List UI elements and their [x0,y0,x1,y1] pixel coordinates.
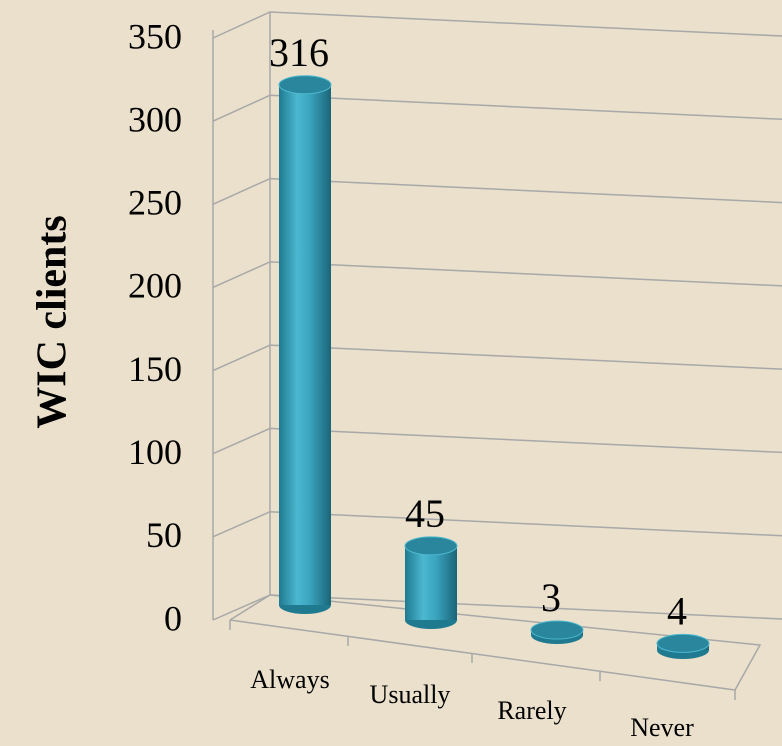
grid-line [212,510,782,538]
y-tick-label: 250 [128,183,182,223]
value-label: 3 [541,575,561,620]
y-tick-label: 300 [128,99,182,139]
y-tick-label: 150 [128,349,182,389]
bar [405,545,457,620]
grid-line [212,261,782,289]
value-label: 316 [269,30,329,75]
floor [212,12,762,700]
y-tick-label: 350 [128,16,182,56]
grid-line [212,177,782,205]
y-tick-label: 0 [164,598,182,638]
value-label: 45 [405,491,445,536]
y-tick-label: 100 [128,432,182,472]
bar-top [278,75,332,95]
grid-line [212,344,782,372]
grid-line [212,94,782,122]
x-tick-label: Rarely [497,696,566,725]
bar [279,84,331,606]
bar-top [404,536,458,556]
y-tick-label: 200 [128,266,182,306]
bar-top [530,620,584,640]
grid-line [212,427,782,455]
x-tick-label: Never [630,713,694,742]
bar-top [656,633,710,653]
y-axis-label: WIC clients [30,215,76,429]
x-tick-label: Always [250,665,329,694]
grid-line [212,594,782,621]
value-label: 4 [667,589,687,634]
y-tick-label: 50 [146,515,182,555]
x-tick-label: Usually [370,680,451,709]
grid-line [212,11,782,39]
